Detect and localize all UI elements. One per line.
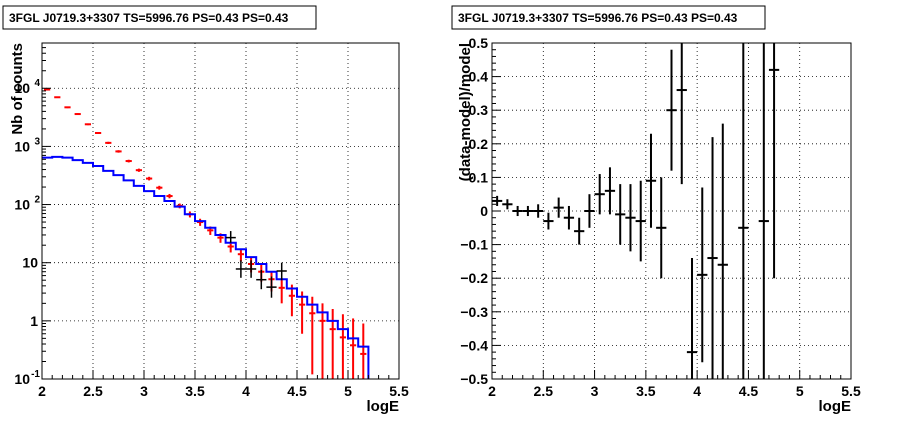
right-y-tick-label: −0.1 xyxy=(460,237,488,253)
left-x-tick-label: 5.5 xyxy=(389,383,409,399)
right-ticks xyxy=(491,42,852,380)
right-x-tick-label: 4.5 xyxy=(739,383,759,399)
right-series xyxy=(492,43,780,379)
left-title-box xyxy=(2,5,317,30)
left-y-tick-label: 1 xyxy=(30,313,38,329)
left-y-axis-label: Nb of counts xyxy=(9,43,26,135)
left-x-tick-label: 2 xyxy=(38,383,46,399)
right-y-tick-label: −0.5 xyxy=(460,371,488,387)
right-x-tick-label: 3.5 xyxy=(636,383,656,399)
right-y-tick-label: −0.4 xyxy=(460,337,488,353)
left-y-tick-exponent: -1 xyxy=(31,369,40,380)
right-ticklabels: 2 2.5 3 3.5 4 4.5 5 5.5 −0.5 −0.4 −0.3 −0.2 −0.1 0 0.1… xyxy=(460,35,861,399)
right-chart-title: 3FGL J0719.3+3307 TS=5996.76 PS=0.43 PS=… xyxy=(458,11,738,25)
right-title-box xyxy=(451,5,766,30)
right-x-axis-label: logE xyxy=(819,398,852,415)
right-x-tick-label: 5 xyxy=(796,383,804,399)
left-plot-frame xyxy=(41,42,400,380)
source-step-line xyxy=(42,155,370,379)
left-x-tick-label: 4.5 xyxy=(287,383,307,399)
left-y-tick-label: 10 xyxy=(22,255,38,271)
left-x-tick-label: 5 xyxy=(344,383,352,399)
right-x-tick-label: 2 xyxy=(488,383,496,399)
left-chart-title: 3FGL J0719.3+3307 TS=5996.76 PS=0.43 PS=… xyxy=(9,11,289,25)
left-y-tick-label: 10 xyxy=(14,197,30,213)
left-y-tick-label: 10 xyxy=(14,371,30,387)
left-y-tick-exponent: 2 xyxy=(34,195,40,206)
right-y-tick-label: 0 xyxy=(480,203,488,219)
right-y-tick-label: 0.5 xyxy=(469,35,489,51)
left-ticks xyxy=(41,42,400,380)
right-y-tick-label: −0.3 xyxy=(460,304,488,320)
left-y-tick-label: 10 xyxy=(14,80,30,96)
right-y-tick-label: 0.1 xyxy=(469,169,489,185)
left-grid xyxy=(42,43,399,379)
right-y-tick-label: 0.3 xyxy=(469,102,489,118)
right-y-tick-label: 0.4 xyxy=(469,69,489,85)
right-x-tick-label: 4 xyxy=(693,383,701,399)
right-panel: 2 2.5 3 3.5 4 4.5 5 5.5 −0.5 −0.4 −0.3 −0.2 −0.1 0 0.1… xyxy=(451,5,861,415)
left-x-tick-label: 3 xyxy=(140,383,148,399)
left-y-tick-label: 10 xyxy=(14,138,30,154)
left-x-tick-label: 2.5 xyxy=(83,383,103,399)
left-y-tick-exponent: 4 xyxy=(34,78,40,89)
left-y-tick-exponent: 3 xyxy=(34,136,40,147)
right-x-tick-label: 5.5 xyxy=(841,383,861,399)
left-x-tick-label: 3.5 xyxy=(185,383,205,399)
right-y-axis-label: (data-model)/model xyxy=(457,43,474,181)
right-y-tick-label: 0.2 xyxy=(469,136,489,152)
left-x-tick-label: 4 xyxy=(242,383,250,399)
right-y-tick-label: −0.2 xyxy=(460,270,488,286)
left-series xyxy=(42,88,370,379)
right-x-tick-label: 2.5 xyxy=(534,383,554,399)
right-x-tick-label: 3 xyxy=(591,383,599,399)
left-x-axis-label: logE xyxy=(367,398,400,415)
